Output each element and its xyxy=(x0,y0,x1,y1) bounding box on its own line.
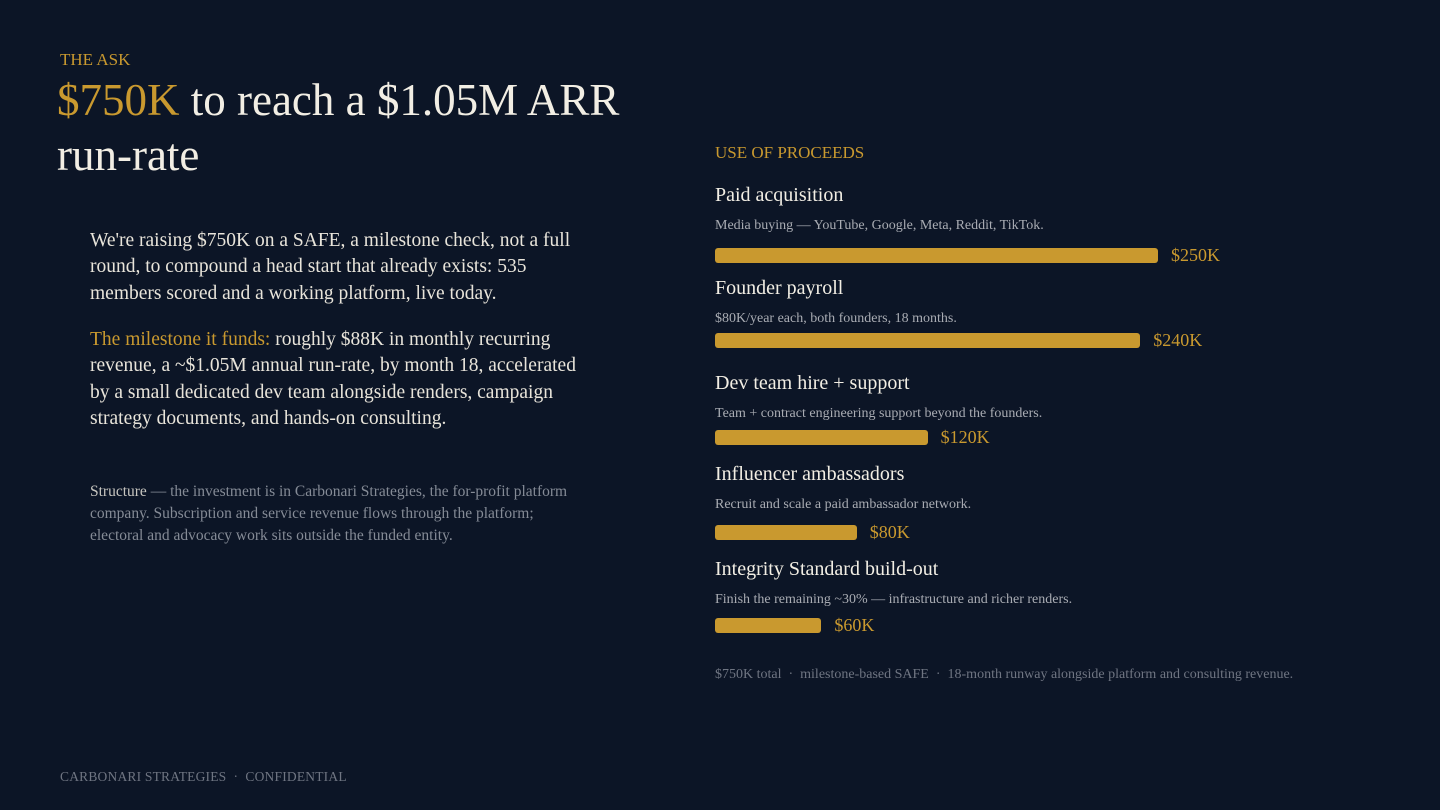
bar xyxy=(715,525,857,540)
item-name: Dev team hire + support xyxy=(715,372,910,394)
structure-label: Structure xyxy=(90,483,147,500)
item-description: $80K/year each, both founders, 18 months… xyxy=(715,311,957,326)
footer: CARBONARI STRATEGIES · CONFIDENTIAL xyxy=(60,769,347,784)
title: $750K to reach a $1.05M ARR run-rate xyxy=(57,73,697,183)
bar xyxy=(715,333,1141,348)
value-label: $80K xyxy=(869,522,910,542)
item-name: Integrity Standard build-out xyxy=(715,558,939,580)
title-rest: to reach a $1.05M ARR run-rate xyxy=(57,75,631,180)
text: roughly $88K in monthly recurring revenu… xyxy=(90,329,581,429)
chart-title: USE OF PROCEEDS xyxy=(715,143,865,162)
item-name: Influencer ambassadors xyxy=(715,463,905,485)
bar xyxy=(715,248,1158,263)
structure-text: — the investment is in Carbonari Strateg… xyxy=(90,483,571,544)
title-highlight: $750K xyxy=(57,75,180,125)
value-label: $60K xyxy=(834,615,875,635)
item-description: Recruit and scale a paid ambassador netw… xyxy=(715,497,972,512)
highlight: The milestone it funds: xyxy=(90,329,271,350)
item-description: Team + contract engineering support beyo… xyxy=(715,406,1043,421)
item-description: Finish the remaining ~30% — infrastructu… xyxy=(715,592,1073,607)
paragraph: We're raising $750K on a SAFE, a milesto… xyxy=(90,230,575,304)
value-label: $120K xyxy=(940,427,990,447)
bar xyxy=(715,430,928,445)
value-label: $250K xyxy=(1171,245,1220,265)
chart-note: $750K total · milestone-based SAFE · 18-… xyxy=(715,667,1294,682)
paragraph: The milestone it funds: roughly $88K in … xyxy=(90,327,595,432)
item-description: Media buying — YouTube, Google, Meta, Re… xyxy=(715,218,1044,233)
value-label: $240K xyxy=(1153,330,1203,350)
item-name: Paid acquisition xyxy=(715,184,844,206)
bar xyxy=(715,618,822,633)
structure-note: Structure — the investment is in Carbona… xyxy=(90,481,590,547)
item-name: Founder payroll xyxy=(715,277,844,299)
eyebrow: THE ASK xyxy=(60,50,131,69)
